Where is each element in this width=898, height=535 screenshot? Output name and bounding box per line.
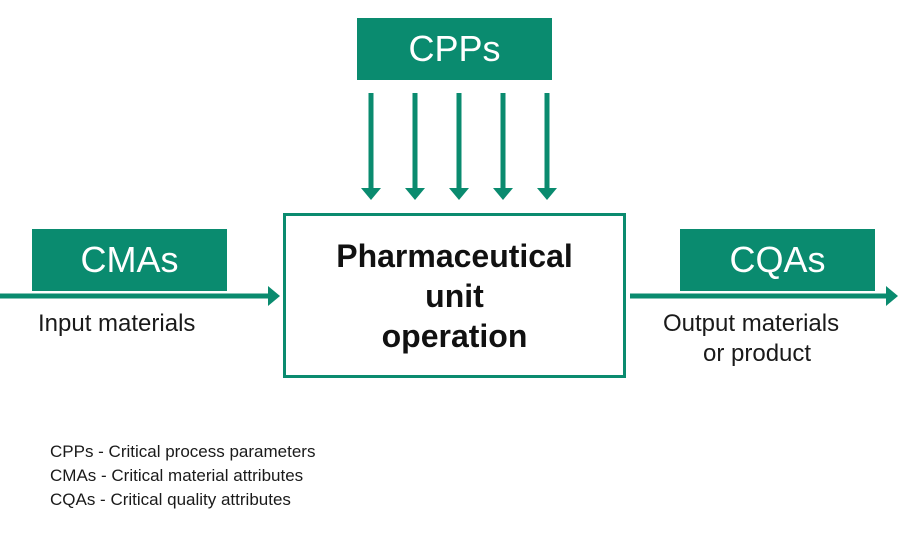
center-label: Pharmaceutical unit operation — [336, 236, 573, 356]
legend: CPPs - Critical process parameters CMAs … — [50, 440, 315, 511]
output-caption-line1: Output materials — [663, 310, 839, 338]
down-arrows — [361, 93, 557, 200]
legend-line: CMAs - Critical material attributes — [50, 464, 315, 488]
input-caption: Input materials — [38, 310, 195, 338]
cqas-label: CQAs — [729, 239, 825, 281]
legend-line: CPPs - Critical process parameters — [50, 440, 315, 464]
cpps-label: CPPs — [408, 28, 500, 70]
cmas-label: CMAs — [81, 239, 179, 281]
legend-line: CQAs - Critical quality attributes — [50, 488, 315, 512]
cpps-box: CPPs — [357, 18, 552, 80]
center-box: Pharmaceutical unit operation — [283, 213, 626, 378]
cmas-box: CMAs — [32, 229, 227, 291]
cqas-box: CQAs — [680, 229, 875, 291]
output-caption-line2: or product — [703, 340, 811, 368]
